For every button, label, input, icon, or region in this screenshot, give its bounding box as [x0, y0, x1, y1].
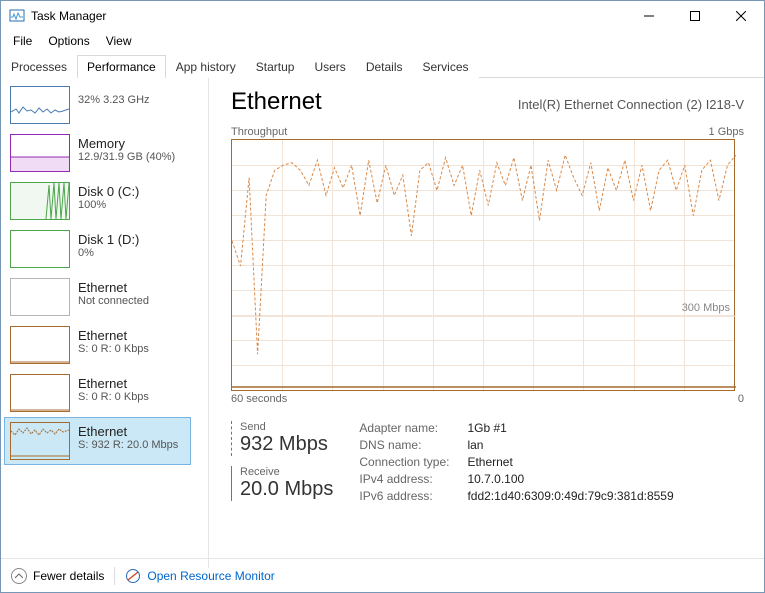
sidebar: 32% 3.23 GHzMemory12.9/31.9 GB (40%)Disk… [1, 78, 209, 568]
thumb-icon [10, 230, 70, 268]
open-resource-monitor-link[interactable]: Open Resource Monitor [125, 568, 274, 584]
chart-label-tl: Throughput [231, 126, 287, 138]
thumb-icon [10, 278, 70, 316]
side-sub: S: 0 R: 0 Kbps [78, 391, 149, 403]
thumb-icon [10, 326, 70, 364]
tab-services[interactable]: Services [413, 55, 479, 78]
stat-send-label: Send [240, 421, 333, 433]
side-title: Ethernet [78, 280, 149, 295]
sidebar-item-disk-0-c--2[interactable]: Disk 0 (C:)100% [4, 177, 191, 225]
v-conn: Ethernet [467, 455, 673, 469]
k-dns: DNS name: [359, 438, 449, 452]
side-sub: 12.9/31.9 GB (40%) [78, 151, 175, 163]
menu-view[interactable]: View [98, 32, 140, 50]
footer-separator [114, 567, 115, 585]
chart-x-right: 0 [738, 393, 744, 405]
detail-title: Ethernet [231, 88, 322, 116]
k-ipv6: IPv6 address: [359, 489, 449, 503]
throughput-chart: 300 Mbps [231, 139, 735, 391]
side-title: Disk 0 (C:) [78, 184, 139, 199]
fewer-details-label: Fewer details [33, 569, 104, 583]
tab-app-history[interactable]: App history [166, 55, 246, 78]
titlebar: Task Manager [1, 1, 764, 31]
side-title: Ethernet [78, 424, 178, 439]
sidebar-item-ethernet-7[interactable]: EthernetS: 932 R: 20.0 Mbps [4, 417, 191, 465]
tab-users[interactable]: Users [304, 55, 355, 78]
v-ipv4: 10.7.0.100 [467, 472, 673, 486]
close-button[interactable] [718, 1, 764, 31]
sidebar-item-disk-1-d--3[interactable]: Disk 1 (D:)0% [4, 225, 191, 273]
tab-details[interactable]: Details [356, 55, 413, 78]
side-title: Ethernet [78, 328, 149, 343]
orm-label: Open Resource Monitor [147, 569, 274, 583]
thumb-icon [10, 182, 70, 220]
side-sub: 32% 3.23 GHz [78, 94, 150, 106]
tab-startup[interactable]: Startup [246, 55, 305, 78]
thumb-icon [10, 374, 70, 412]
side-sub: 100% [78, 199, 139, 211]
chart-x-left: 60 seconds [231, 393, 287, 405]
stat-send-value: 932 Mbps [240, 433, 333, 456]
chart-label-tr: 1 Gbps [709, 126, 744, 138]
sidebar-item-ethernet-5[interactable]: EthernetS: 0 R: 0 Kbps [4, 321, 191, 369]
side-sub: S: 932 R: 20.0 Mbps [78, 439, 178, 451]
detail-adapter: Intel(R) Ethernet Connection (2) I218-V [518, 97, 744, 112]
k-ipv4: IPv4 address: [359, 472, 449, 486]
thumb-icon [10, 86, 70, 124]
k-adapter: Adapter name: [359, 421, 449, 435]
sidebar-item-cpu-0[interactable]: 32% 3.23 GHz [4, 81, 191, 129]
v-ipv6: fdd2:1d40:6309:0:49d:79c9:381d:8559 [467, 489, 673, 503]
v-adapter: 1Gb #1 [467, 421, 673, 435]
footer: Fewer details Open Resource Monitor [1, 558, 764, 592]
side-title: Disk 1 (D:) [78, 232, 139, 247]
tab-processes[interactable]: Processes [1, 55, 77, 78]
minimize-button[interactable] [626, 1, 672, 31]
app-icon [9, 8, 25, 24]
k-conn: Connection type: [359, 455, 449, 469]
side-sub: Not connected [78, 295, 149, 307]
resource-monitor-icon [125, 568, 141, 584]
sidebar-item-memory-1[interactable]: Memory12.9/31.9 GB (40%) [4, 129, 191, 177]
side-title: Memory [78, 136, 175, 151]
menu-options[interactable]: Options [40, 32, 97, 50]
tab-performance[interactable]: Performance [77, 55, 166, 78]
thumb-icon [10, 422, 70, 460]
side-title: Ethernet [78, 376, 149, 391]
stat-recv-label: Receive [240, 466, 333, 478]
side-sub: S: 0 R: 0 Kbps [78, 343, 149, 355]
tabs: ProcessesPerformanceApp historyStartupUs… [1, 54, 764, 78]
stat-props: Adapter name: 1Gb #1 DNS name: lan Connect… [359, 421, 673, 503]
sidebar-item-ethernet-6[interactable]: EthernetS: 0 R: 0 Kbps [4, 369, 191, 417]
stat-recv-value: 20.0 Mbps [240, 478, 333, 501]
chevron-up-icon [11, 568, 27, 584]
stat-recv: Receive 20.0 Mbps [231, 466, 333, 501]
menu-file[interactable]: File [5, 32, 40, 50]
maximize-button[interactable] [672, 1, 718, 31]
menubar: File Options View [1, 31, 764, 51]
thumb-icon [10, 134, 70, 172]
window-title: Task Manager [31, 9, 626, 23]
v-dns: lan [467, 438, 673, 452]
fewer-details-button[interactable]: Fewer details [11, 568, 104, 584]
sidebar-item-ethernet-4[interactable]: EthernetNot connected [4, 273, 191, 321]
main-panel: Ethernet Intel(R) Ethernet Connection (2… [209, 78, 764, 568]
side-sub: 0% [78, 247, 139, 259]
stat-send: Send 932 Mbps [231, 421, 333, 456]
